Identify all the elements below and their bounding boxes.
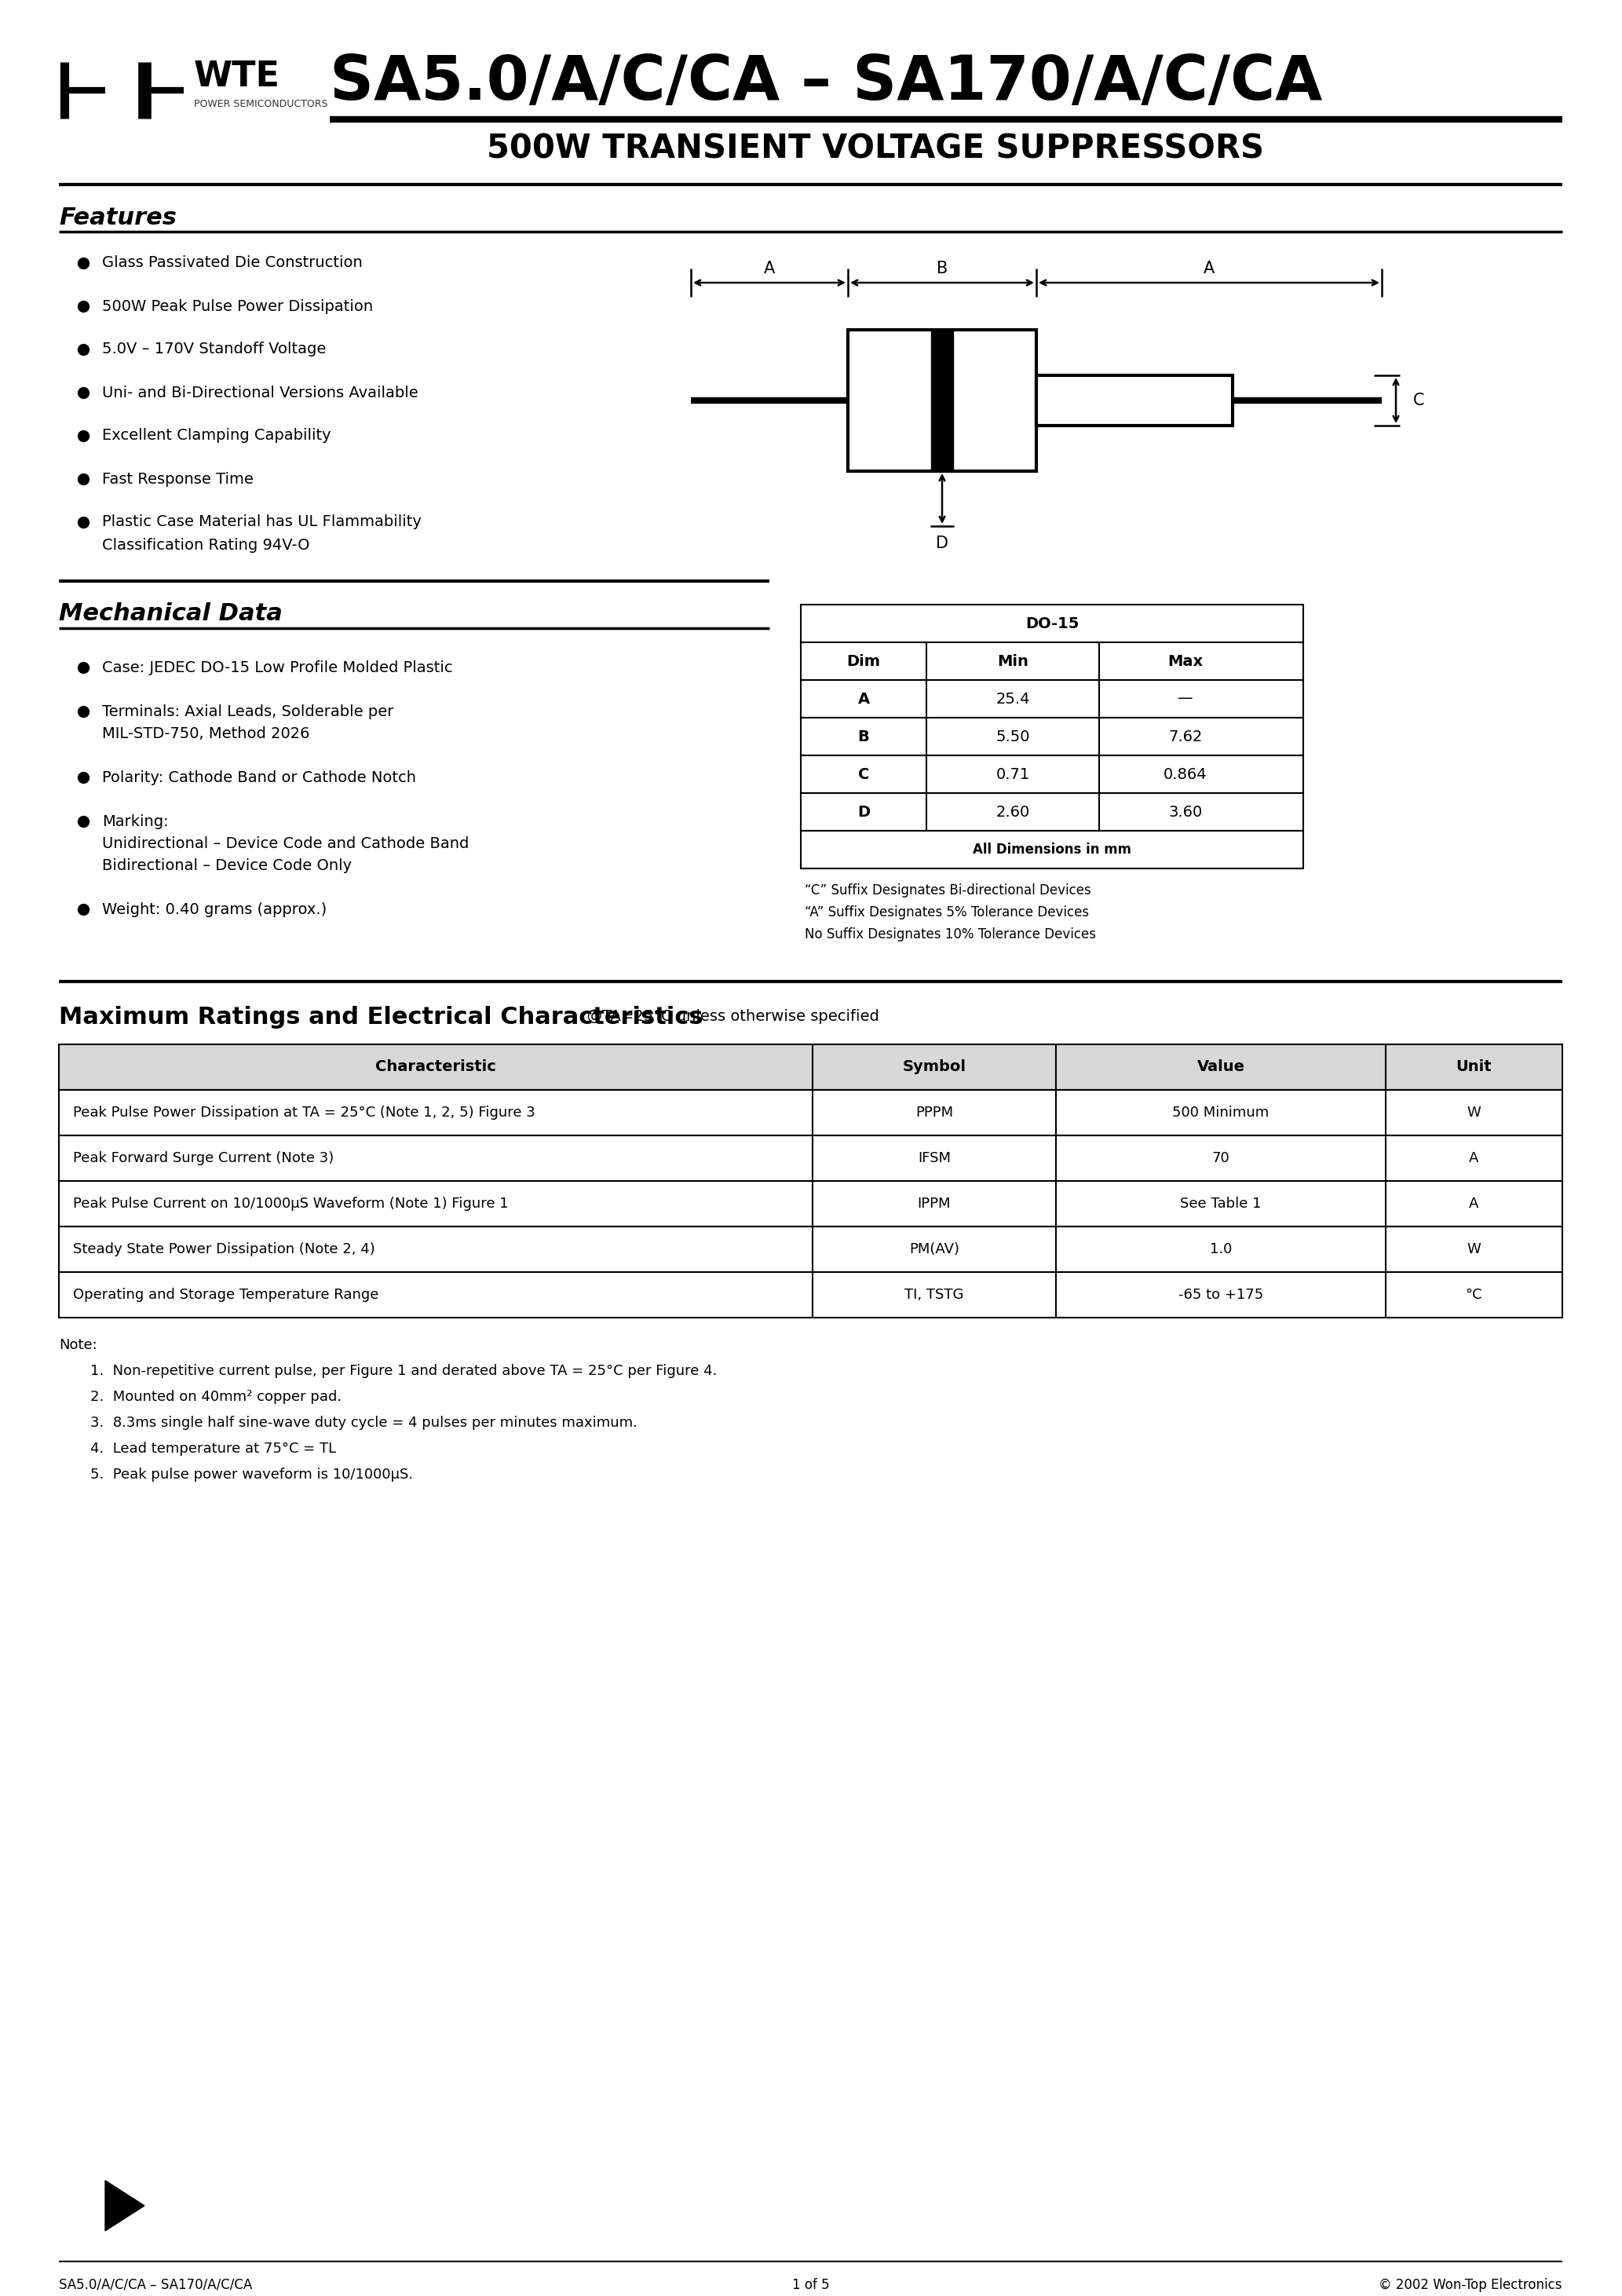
- Text: B: B: [858, 730, 869, 744]
- Text: 0.71: 0.71: [996, 767, 1030, 781]
- Text: Note:: Note:: [58, 1339, 97, 1352]
- Bar: [58, 1091, 1562, 1137]
- Text: Unit: Unit: [1457, 1061, 1492, 1075]
- Text: Min: Min: [998, 654, 1028, 668]
- Text: -65 to +175: -65 to +175: [1178, 1288, 1264, 1302]
- Text: 1 of 5: 1 of 5: [792, 2278, 830, 2291]
- Text: 7.62: 7.62: [1168, 730, 1202, 744]
- Text: POWER SEMICONDUCTORS: POWER SEMICONDUCTORS: [195, 99, 328, 110]
- Text: Max: Max: [1168, 654, 1204, 668]
- Text: 5.50: 5.50: [996, 730, 1030, 744]
- Text: 3.  8.3ms single half sine-wave duty cycle = 4 pulses per minutes maximum.: 3. 8.3ms single half sine-wave duty cycl…: [91, 1417, 637, 1430]
- Text: Dim: Dim: [847, 654, 881, 668]
- Bar: [58, 1137, 1562, 1180]
- Bar: [801, 792, 1302, 831]
- Text: 1.  Non-repetitive current pulse, per Figure 1 and derated above TA = 25°C per F: 1. Non-repetitive current pulse, per Fig…: [91, 1364, 717, 1378]
- Text: A: A: [1470, 1150, 1479, 1166]
- Bar: [1036, 374, 1233, 425]
- Text: SA5.0/A/C/CA – SA170/A/C/CA: SA5.0/A/C/CA – SA170/A/C/CA: [58, 2278, 251, 2291]
- Bar: [801, 680, 1302, 719]
- Text: 5.  Peak pulse power waveform is 10/1000μS.: 5. Peak pulse power waveform is 10/1000μ…: [91, 1467, 414, 1481]
- Text: A: A: [1470, 1196, 1479, 1210]
- Text: D: D: [858, 804, 869, 820]
- Text: DO-15: DO-15: [1025, 615, 1079, 631]
- Text: Polarity: Cathode Band or Cathode Notch: Polarity: Cathode Band or Cathode Notch: [102, 769, 417, 785]
- Text: Weight: 0.40 grams (approx.): Weight: 0.40 grams (approx.): [102, 902, 326, 916]
- Text: IPPM: IPPM: [918, 1196, 950, 1210]
- Text: 5.0V – 170V Standoff Voltage: 5.0V – 170V Standoff Voltage: [102, 342, 326, 356]
- Bar: [58, 1045, 1562, 1091]
- Text: Symbol: Symbol: [902, 1061, 967, 1075]
- Text: WTE: WTE: [195, 60, 281, 94]
- Text: Peak Pulse Power Dissipation at TA = 25°C (Note 1, 2, 5) Figure 3: Peak Pulse Power Dissipation at TA = 25°…: [73, 1107, 535, 1120]
- Text: °C: °C: [1466, 1288, 1483, 1302]
- Text: 25.4: 25.4: [996, 691, 1030, 707]
- Text: Marking:: Marking:: [102, 813, 169, 829]
- Text: Fast Response Time: Fast Response Time: [102, 471, 253, 487]
- Bar: [931, 331, 954, 471]
- Text: Peak Pulse Current on 10/1000μS Waveform (Note 1) Figure 1: Peak Pulse Current on 10/1000μS Waveform…: [73, 1196, 508, 1210]
- Text: PM(AV): PM(AV): [910, 1242, 959, 1256]
- Text: Excellent Clamping Capability: Excellent Clamping Capability: [102, 429, 331, 443]
- Text: IFSM: IFSM: [918, 1150, 950, 1166]
- Text: TI, TSTG: TI, TSTG: [905, 1288, 963, 1302]
- Text: 500 Minimum: 500 Minimum: [1173, 1107, 1268, 1120]
- Bar: [801, 604, 1302, 643]
- Text: See Table 1: See Table 1: [1181, 1196, 1262, 1210]
- Polygon shape: [105, 2181, 144, 2232]
- Text: Operating and Storage Temperature Range: Operating and Storage Temperature Range: [73, 1288, 378, 1302]
- Text: —: —: [1178, 691, 1194, 707]
- Text: Mechanical Data: Mechanical Data: [58, 602, 282, 625]
- Text: A: A: [858, 691, 869, 707]
- Text: A: A: [1204, 262, 1215, 276]
- Text: Bidirectional – Device Code Only: Bidirectional – Device Code Only: [102, 859, 352, 872]
- Text: 500W TRANSIENT VOLTAGE SUPPRESSORS: 500W TRANSIENT VOLTAGE SUPPRESSORS: [487, 133, 1264, 165]
- Text: Plastic Case Material has UL Flammability: Plastic Case Material has UL Flammabilit…: [102, 514, 422, 530]
- Text: W: W: [1466, 1242, 1481, 1256]
- Text: Characteristic: Characteristic: [375, 1061, 496, 1075]
- Text: 3.60: 3.60: [1168, 804, 1202, 820]
- Text: W: W: [1466, 1107, 1481, 1120]
- Text: Value: Value: [1197, 1061, 1244, 1075]
- Bar: [58, 1180, 1562, 1226]
- Text: Unidirectional – Device Code and Cathode Band: Unidirectional – Device Code and Cathode…: [102, 836, 469, 852]
- Text: @TA=25°C unless otherwise specified: @TA=25°C unless otherwise specified: [577, 1010, 879, 1024]
- Bar: [848, 331, 1036, 471]
- Bar: [58, 1226, 1562, 1272]
- Text: 2.60: 2.60: [996, 804, 1030, 820]
- Text: “C” Suffix Designates Bi-directional Devices: “C” Suffix Designates Bi-directional Dev…: [805, 884, 1092, 898]
- Text: Terminals: Axial Leads, Solderable per: Terminals: Axial Leads, Solderable per: [102, 705, 394, 719]
- Text: “A” Suffix Designates 5% Tolerance Devices: “A” Suffix Designates 5% Tolerance Devic…: [805, 905, 1088, 918]
- Text: A: A: [764, 262, 775, 276]
- Bar: [801, 831, 1302, 868]
- Text: All Dimensions in mm: All Dimensions in mm: [973, 843, 1131, 856]
- Text: © 2002 Won-Top Electronics: © 2002 Won-Top Electronics: [1379, 2278, 1562, 2291]
- Text: Features: Features: [58, 207, 177, 230]
- Text: Classification Rating 94V-O: Classification Rating 94V-O: [102, 537, 310, 553]
- Text: B: B: [936, 262, 947, 276]
- Bar: [801, 719, 1302, 755]
- Text: D: D: [936, 535, 949, 551]
- Text: 70: 70: [1212, 1150, 1229, 1166]
- Bar: [801, 755, 1302, 792]
- Text: 1.0: 1.0: [1210, 1242, 1233, 1256]
- Text: 2.  Mounted on 40mm² copper pad.: 2. Mounted on 40mm² copper pad.: [91, 1389, 342, 1403]
- Text: SA5.0/A/C/CA – SA170/A/C/CA: SA5.0/A/C/CA – SA170/A/C/CA: [329, 53, 1322, 113]
- Text: 4.  Lead temperature at 75°C = TL: 4. Lead temperature at 75°C = TL: [91, 1442, 336, 1456]
- Text: Case: JEDEC DO-15 Low Profile Molded Plastic: Case: JEDEC DO-15 Low Profile Molded Pla…: [102, 659, 453, 675]
- Text: C: C: [858, 767, 869, 781]
- Text: Glass Passivated Die Construction: Glass Passivated Die Construction: [102, 255, 362, 271]
- Text: Steady State Power Dissipation (Note 2, 4): Steady State Power Dissipation (Note 2, …: [73, 1242, 375, 1256]
- Text: C: C: [1413, 393, 1424, 409]
- Text: 500W Peak Pulse Power Dissipation: 500W Peak Pulse Power Dissipation: [102, 298, 373, 315]
- Bar: [801, 643, 1302, 680]
- Text: Maximum Ratings and Electrical Characteristics: Maximum Ratings and Electrical Character…: [58, 1006, 704, 1029]
- Bar: [58, 1272, 1562, 1318]
- Text: Peak Forward Surge Current (Note 3): Peak Forward Surge Current (Note 3): [73, 1150, 334, 1166]
- Text: No Suffix Designates 10% Tolerance Devices: No Suffix Designates 10% Tolerance Devic…: [805, 928, 1096, 941]
- Text: PPPM: PPPM: [915, 1107, 954, 1120]
- Text: Uni- and Bi-Directional Versions Available: Uni- and Bi-Directional Versions Availab…: [102, 386, 418, 400]
- Text: 0.864: 0.864: [1163, 767, 1207, 781]
- Text: MIL-STD-750, Method 2026: MIL-STD-750, Method 2026: [102, 726, 310, 742]
